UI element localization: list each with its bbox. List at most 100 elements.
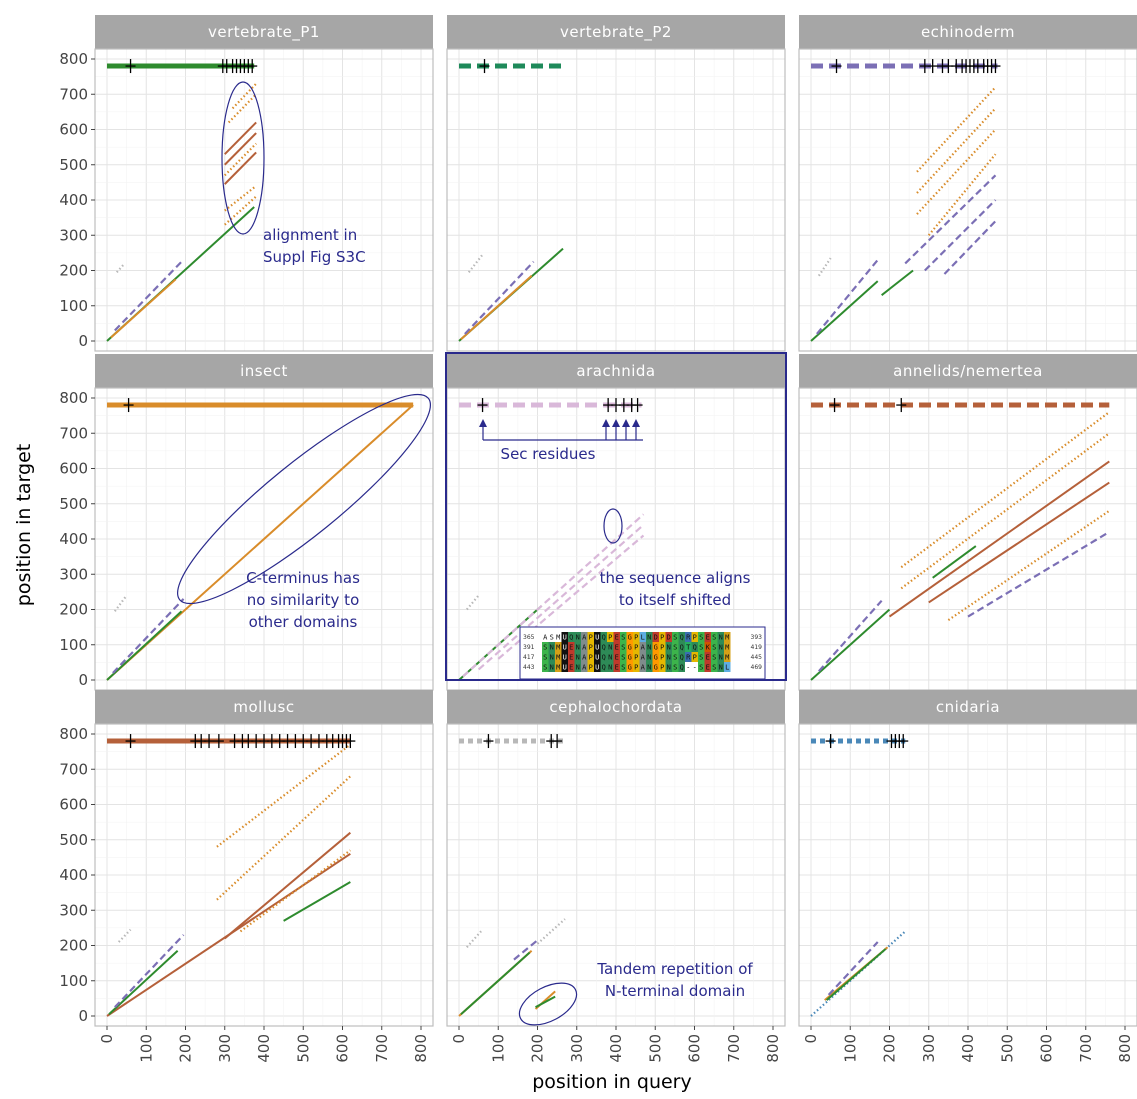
alignment-residue: N — [550, 664, 554, 672]
x-tick-label: 0 — [450, 1034, 468, 1044]
x-tick-label: 400 — [607, 1034, 625, 1063]
alignment-residue: M — [556, 634, 560, 642]
alignment-segment — [477, 524, 645, 671]
alignment-cell — [548, 642, 555, 652]
alignment-cell — [639, 642, 646, 652]
alignment-residue: A — [582, 634, 587, 642]
y-tick-label: 400 — [59, 530, 88, 548]
alignment-cell — [704, 662, 711, 672]
alignment-segment — [927, 153, 997, 236]
alignment-cell — [633, 652, 640, 662]
alignment-cell — [620, 652, 627, 662]
alignment-residue: G — [628, 654, 632, 662]
arach-annotation-line1: the sequence aligns — [600, 569, 751, 587]
alignment-cell — [600, 662, 607, 672]
alignment-cell — [698, 642, 705, 652]
alignment-segment — [239, 849, 352, 933]
alignment-cell — [717, 642, 724, 652]
alignment-residue: P — [589, 664, 593, 672]
alignment-cell — [659, 642, 666, 652]
alignment-segment — [216, 743, 352, 848]
alignment-cell — [672, 662, 679, 672]
alignment-segment — [513, 939, 539, 961]
alignment-cell — [600, 652, 607, 662]
alignment-residue: D — [667, 634, 671, 642]
alignment-residue: P — [660, 634, 664, 642]
alignment-cell — [581, 632, 588, 642]
alignment-cell — [685, 642, 692, 652]
alignment-segment — [466, 594, 480, 611]
alignment-residue: S — [712, 634, 716, 642]
insect-annotation-line1: C-terminus has — [246, 569, 360, 587]
alignment-residue: S — [543, 644, 547, 652]
alignment-cell — [717, 632, 724, 642]
alignment-segment — [810, 930, 906, 1017]
y-tick-label: 0 — [78, 1007, 88, 1025]
arachnida-highlight-box — [445, 352, 787, 681]
alignment-cell — [691, 642, 698, 652]
alignment-cell — [568, 642, 575, 652]
alignment-cell — [581, 642, 588, 652]
alignment-cell — [665, 662, 672, 672]
alignment-segment — [888, 460, 1110, 618]
facet-strip-label: cnidaria — [936, 698, 1000, 716]
arach-sec-label: Sec residues — [501, 445, 596, 463]
alignment-residue: P — [693, 654, 697, 662]
y-tick-label: 600 — [59, 460, 88, 478]
alignment-residue: G — [628, 664, 632, 672]
x-tick-label: 100 — [137, 1034, 155, 1063]
facet-strip-label: vertebrate_P1 — [208, 23, 320, 42]
alignment-segment — [224, 132, 257, 166]
alignment-row-end: 469 — [751, 664, 763, 671]
alignment-segment — [826, 948, 887, 1001]
alignment-residue: N — [667, 664, 671, 672]
alignment-residue: M — [556, 654, 560, 662]
panel-cephalochordata: cephalochordata 0 100 200 300 400 500 600 700 800 — [446, 690, 786, 1063]
x-tick-label: 200 — [177, 1034, 195, 1063]
alignment-residue: M — [556, 644, 560, 652]
facet-strip-label: cephalochordata — [549, 698, 682, 716]
panel-echinoderm: echinoderm — [798, 15, 1137, 352]
alignment-residue: N — [647, 644, 651, 652]
alignment-residue: R — [686, 634, 691, 642]
y-tick-label: 800 — [59, 389, 88, 407]
x-tick-label: 700 — [725, 1034, 743, 1063]
alignment-residue: N — [647, 664, 651, 672]
alignment-cell — [639, 632, 646, 642]
y-tick-label: 200 — [59, 601, 88, 619]
alignment-segment — [810, 280, 879, 342]
alignment-residue: E — [615, 654, 619, 662]
alignment-residue: A — [641, 644, 646, 652]
alignment-cell — [581, 652, 588, 662]
alignment-residue: Q — [602, 654, 606, 662]
alignment-cell — [568, 662, 575, 672]
alignment-residue: S — [712, 644, 716, 652]
x-tick-label: 700 — [1077, 1034, 1095, 1063]
alignment-residue: U — [595, 644, 599, 652]
alignment-cell — [626, 632, 633, 642]
alignment-row-end: 419 — [751, 644, 763, 651]
alignment-cell — [555, 632, 562, 642]
alignment-cell — [620, 632, 627, 642]
alignment-residue: S — [621, 634, 625, 642]
alignment-cell — [665, 642, 672, 652]
alignment-cell — [652, 642, 659, 652]
alignment-segment — [224, 195, 257, 226]
alignment-cell — [652, 662, 659, 672]
alignment-residue: G — [628, 634, 632, 642]
alignment-residue: N — [719, 634, 723, 642]
y-tick-label: 200 — [59, 262, 88, 280]
alignment-residue: N — [647, 654, 651, 662]
alignment-cell — [724, 652, 731, 662]
alignment-segment — [816, 259, 879, 335]
alignment-residue: K — [706, 644, 711, 652]
alignment-residue: S — [699, 664, 703, 672]
alignment-residue: N — [576, 634, 580, 642]
x-tick-label: 800 — [1116, 1034, 1134, 1063]
arrowheads — [479, 419, 640, 427]
alignment-residue: E — [569, 664, 573, 672]
alignment-cell — [691, 652, 698, 662]
alignment-residue: S — [543, 664, 547, 672]
facet-strip-label: echinoderm — [921, 23, 1015, 41]
